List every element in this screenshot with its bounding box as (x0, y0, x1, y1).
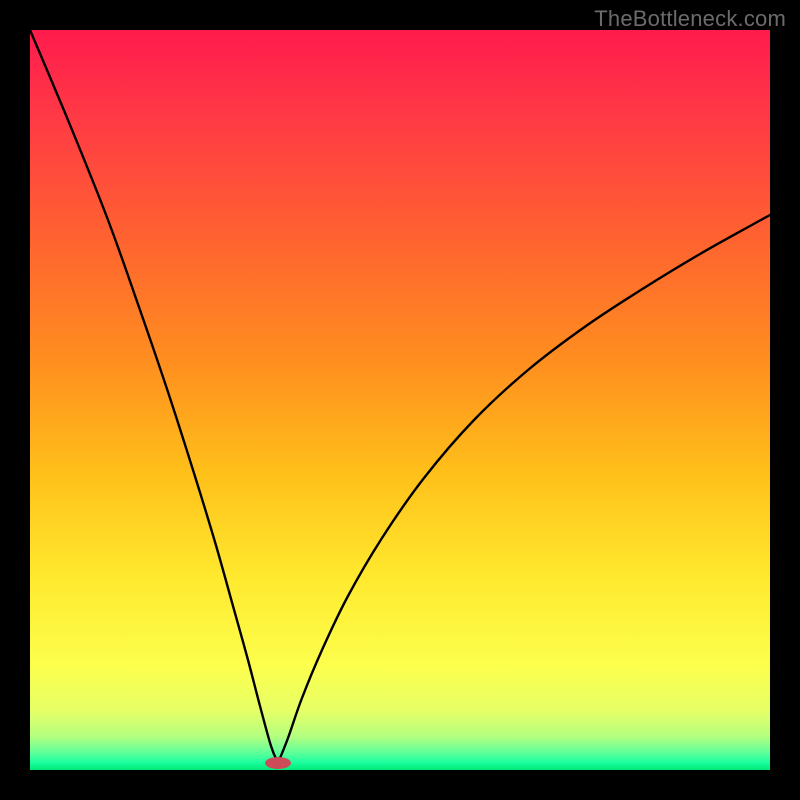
plot-area (30, 30, 770, 770)
minimum-marker (265, 757, 291, 769)
chart-stage: TheBottleneck.com (0, 0, 800, 800)
bottleneck-chart (0, 0, 800, 800)
